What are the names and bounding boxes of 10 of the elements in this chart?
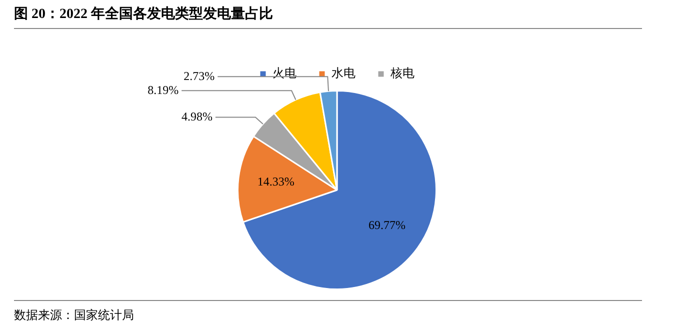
legend-label: 火电	[272, 66, 296, 80]
source-note: 数据来源：国家统计局	[14, 300, 642, 324]
data-label: 4.98%	[181, 109, 212, 124]
chart-title: 图 20：2022 年全国各发电类型发电量占比	[14, 6, 642, 29]
legend-label: 核电	[390, 66, 414, 80]
data-label: 14.33%	[257, 174, 294, 189]
data-label: 69.77%	[368, 218, 406, 232]
data-label: 2.73%	[184, 68, 215, 83]
legend-label: 水电	[332, 66, 356, 80]
data-label: 8.19%	[148, 82, 179, 97]
